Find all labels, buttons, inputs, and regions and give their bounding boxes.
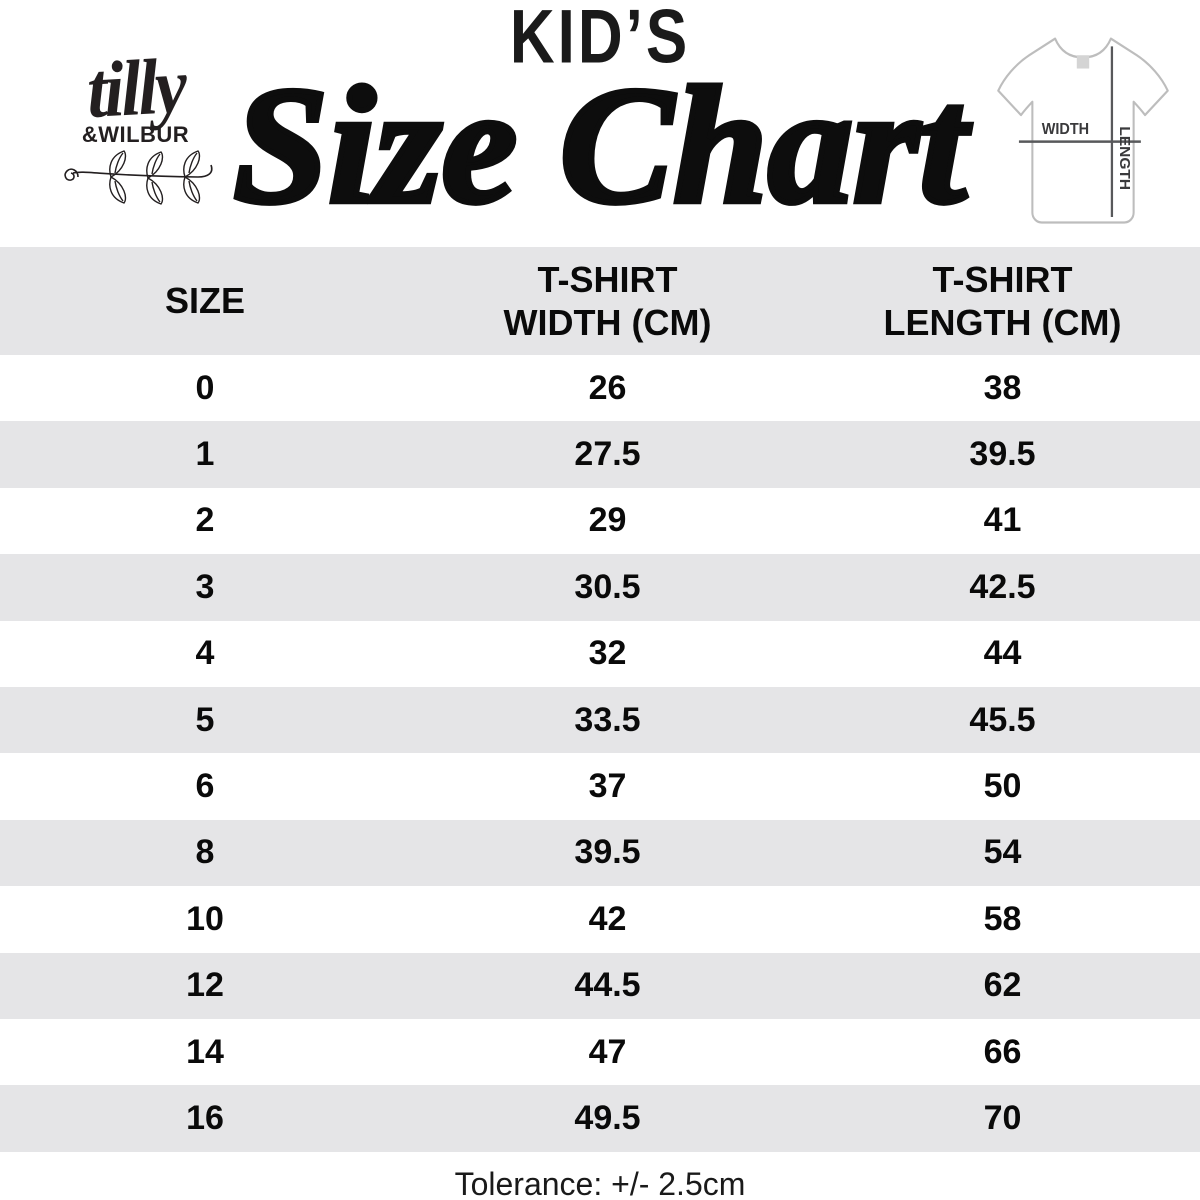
svg-text:WIDTH: WIDTH: [1042, 120, 1089, 138]
svg-text:LENGTH: LENGTH: [1116, 126, 1132, 190]
